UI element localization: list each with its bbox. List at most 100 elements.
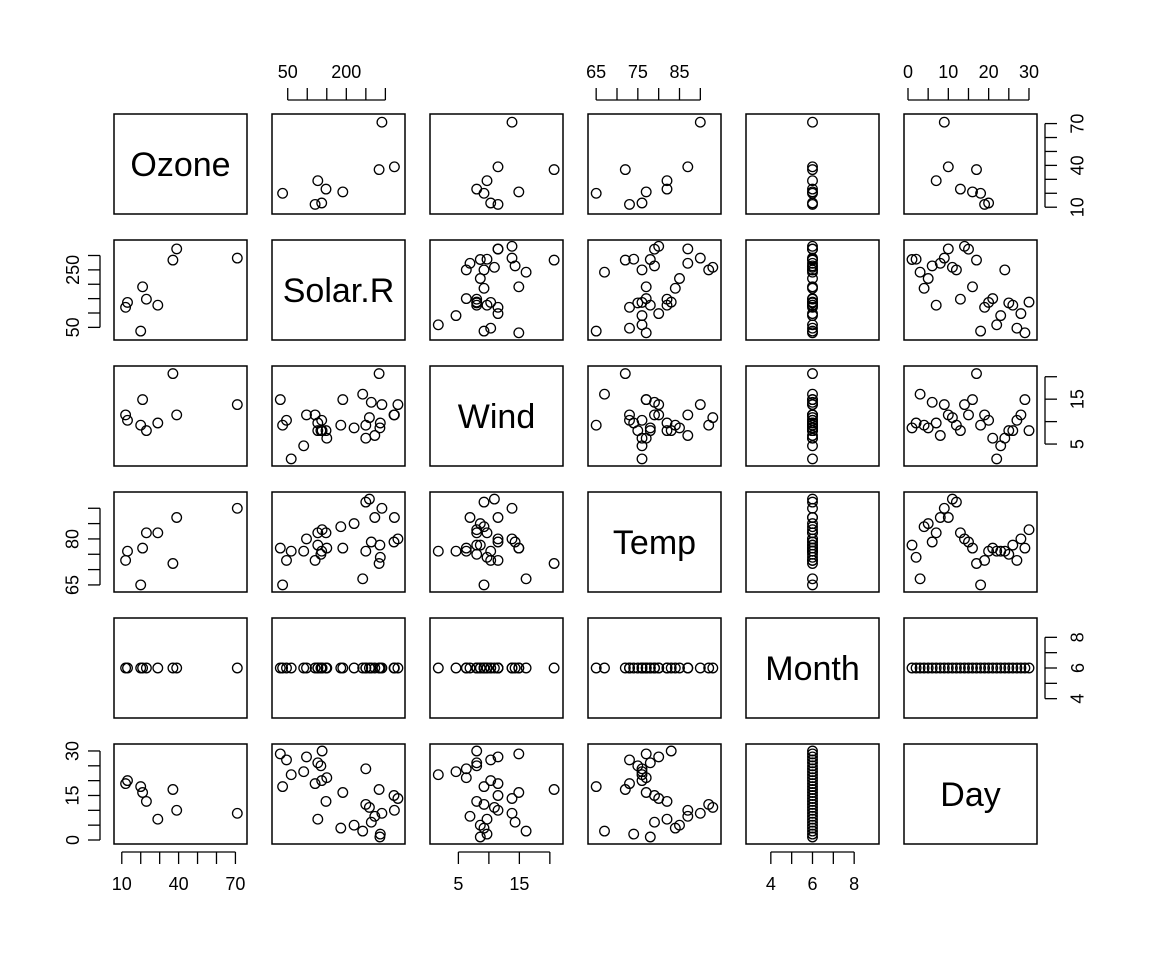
data-point (807, 751, 818, 763)
data-point (137, 542, 149, 554)
data-point (644, 662, 656, 674)
data-point (807, 273, 818, 284)
data-point (628, 253, 640, 265)
data-point (934, 512, 946, 523)
data-point (335, 822, 347, 834)
data-point (636, 662, 648, 674)
data-point (669, 282, 681, 294)
data-point (807, 240, 818, 252)
data-point (277, 781, 289, 793)
data-point (983, 197, 995, 209)
data-point (374, 551, 386, 563)
data-point (374, 828, 386, 840)
data-point (807, 197, 818, 209)
data-point (807, 422, 818, 434)
data-point (135, 579, 147, 591)
data-point (478, 662, 490, 674)
data-point (392, 399, 404, 411)
panel-frame (745, 617, 880, 719)
data-point (640, 394, 652, 406)
data-point (1023, 296, 1035, 308)
data-point (682, 161, 694, 173)
data-point (171, 512, 183, 523)
data-point (122, 662, 133, 674)
data-point (599, 662, 610, 674)
panel-Solar.R-vs-Day (903, 239, 1038, 341)
data-point (337, 542, 349, 554)
data-point (506, 793, 518, 804)
data-point (922, 273, 934, 284)
axis-left-day: 0 15 30 (63, 741, 101, 845)
data-point (316, 197, 328, 209)
data-point (967, 662, 978, 674)
panel-frame (271, 743, 406, 845)
axis-right-wind: 5 15 (1044, 376, 1088, 449)
panel-frame (587, 113, 722, 215)
data-point (1023, 425, 1035, 437)
panel-Day-vs-Month (745, 743, 880, 845)
data-point (506, 502, 518, 514)
data-point (548, 558, 560, 569)
panel-Month-vs-Day (903, 617, 1038, 719)
data-point (807, 539, 818, 551)
panel-Day-vs-Temp (587, 743, 722, 845)
data-point (492, 533, 504, 545)
data-point (987, 293, 999, 305)
data-point (363, 801, 375, 813)
data-point (807, 542, 818, 554)
data-point (513, 542, 525, 554)
panel-frame (903, 239, 1038, 341)
tick-label: 50 (63, 317, 83, 337)
data-point (509, 536, 521, 548)
data-point (807, 813, 818, 825)
tick-label: 5 (1068, 439, 1088, 449)
data-point (682, 810, 694, 822)
data-point (959, 399, 970, 411)
data-point (460, 772, 472, 784)
data-point (807, 804, 818, 816)
data-point (661, 813, 673, 825)
tick-label: 80 (63, 529, 83, 549)
tick-label: 5 (453, 874, 463, 894)
axis-top-temp: 65 75 85 (586, 62, 701, 101)
data-point (320, 425, 332, 437)
points-Solar.R-vs-Month (807, 240, 818, 339)
data-point (649, 243, 660, 255)
points-Temp-vs-Ozone (120, 502, 243, 591)
data-point (316, 425, 328, 437)
panel-frame (113, 617, 248, 719)
data-point (653, 751, 665, 763)
data-point (320, 795, 332, 807)
data-point (373, 784, 385, 795)
panel-frame (745, 365, 880, 467)
data-point (999, 662, 1011, 674)
data-point (938, 252, 950, 264)
panel-Temp-vs-Month (745, 491, 880, 593)
data-point (388, 536, 400, 548)
data-point (979, 554, 991, 566)
data-point (807, 432, 818, 444)
tick-label: 75 (628, 62, 648, 82)
data-point (942, 662, 954, 674)
panel-frame (903, 491, 1038, 593)
data-point (910, 551, 922, 563)
panel-Ozone-vs-Wind (429, 113, 564, 215)
panel-frame (745, 743, 880, 845)
data-point (363, 493, 375, 505)
data-point (478, 521, 490, 533)
data-point (301, 409, 312, 421)
data-point (481, 551, 493, 563)
data-point (644, 831, 656, 843)
data-point (640, 281, 652, 293)
points-Month-vs-Temp (590, 662, 719, 674)
data-point (348, 819, 360, 831)
data-point (1019, 542, 1031, 554)
data-point (348, 662, 360, 674)
points-Month-vs-Solar.R (274, 662, 404, 674)
points-Month-vs-Ozone (120, 662, 243, 674)
data-point (640, 186, 652, 198)
data-point (481, 828, 493, 840)
panel-Wind-vs-Temp (587, 365, 722, 467)
data-point (388, 790, 400, 801)
data-point (590, 781, 602, 793)
